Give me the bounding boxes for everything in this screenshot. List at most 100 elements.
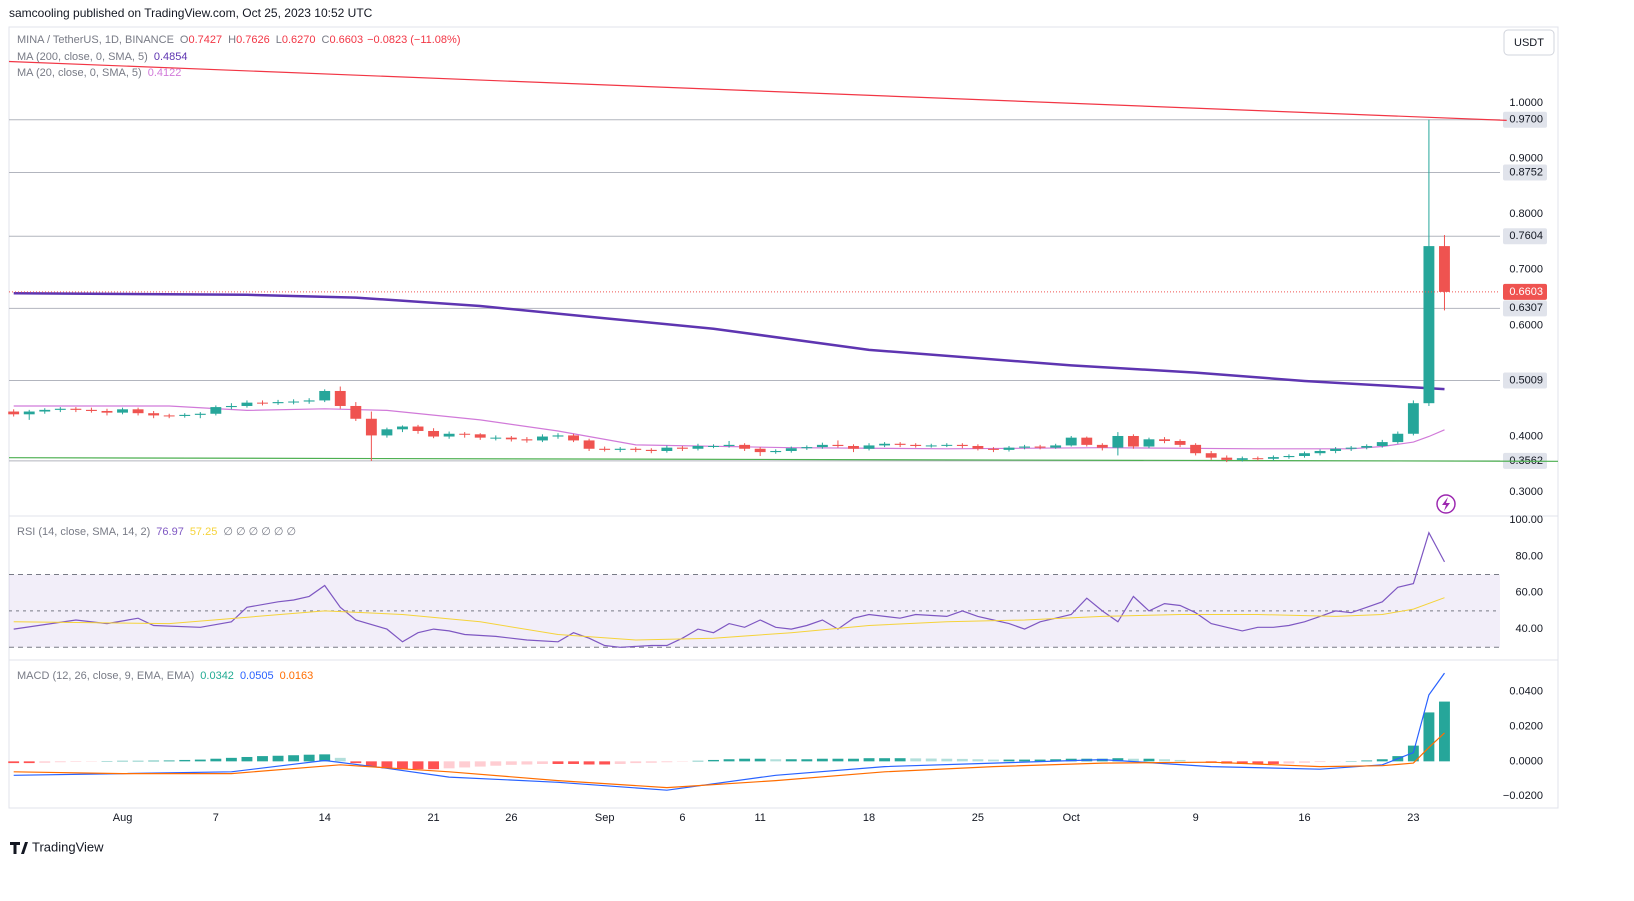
candle-body xyxy=(490,437,502,439)
x-tick-label: 16 xyxy=(1298,812,1310,824)
ma-legend: MA (200, close, 0, SMA, 5) 0.4854 xyxy=(17,51,188,63)
x-tick-label: 18 xyxy=(863,812,875,824)
ohlc-value: 0.7626 xyxy=(236,34,270,46)
macd-value: 0.0505 xyxy=(240,670,274,682)
histogram-bar xyxy=(39,761,51,763)
histogram-bar xyxy=(474,761,486,767)
histogram-bar xyxy=(1174,759,1186,762)
candle-body xyxy=(739,444,751,449)
candle-body xyxy=(1159,439,1170,441)
ohlc-label: O xyxy=(180,34,189,46)
candle-body xyxy=(1034,446,1046,448)
histogram-bar xyxy=(365,761,377,767)
histogram-bar xyxy=(1127,758,1139,762)
ohlc-value: 0.6603 xyxy=(329,34,363,46)
candle-body xyxy=(70,408,82,410)
ma-legend: MA (20, close, 0, SMA, 5) 0.4122 xyxy=(17,67,181,79)
candle-body xyxy=(645,449,657,451)
candle-body xyxy=(630,448,642,450)
candle-body xyxy=(521,439,533,441)
ma-value: 0.4122 xyxy=(148,67,182,79)
histogram-bar xyxy=(583,761,595,765)
candle-body xyxy=(148,413,160,416)
histogram-bar xyxy=(23,761,35,764)
currency-label[interactable]: USDT xyxy=(1514,37,1544,49)
x-tick-label: 14 xyxy=(319,812,331,824)
candle-body xyxy=(1112,435,1124,448)
histogram-bar xyxy=(770,759,782,762)
candle-body xyxy=(1361,445,1373,448)
candle-body xyxy=(568,435,579,441)
candle-body xyxy=(319,390,331,401)
histogram-bar xyxy=(319,754,331,762)
ohlc-value: 0.7427 xyxy=(188,34,222,46)
histogram-bar xyxy=(163,760,175,762)
alert-icon[interactable] xyxy=(1436,494,1456,514)
candle-body xyxy=(365,418,377,436)
rsi-value: 76.97 xyxy=(156,526,184,538)
level-label-box xyxy=(1503,372,1547,389)
histogram-bar xyxy=(614,761,626,764)
candle-body xyxy=(676,447,688,449)
candle-body xyxy=(132,409,144,414)
histogram-bar xyxy=(1283,761,1295,764)
candle-body xyxy=(723,444,735,446)
button-frame[interactable] xyxy=(1503,29,1555,56)
x-tick-label: 25 xyxy=(972,812,984,824)
candle-body xyxy=(225,405,237,408)
histogram-bar xyxy=(1376,759,1388,762)
ma-name: MA (200, close, 0, SMA, 5) xyxy=(17,51,148,63)
series-line xyxy=(8,60,1507,121)
histogram-bar xyxy=(505,761,517,765)
candle-body xyxy=(614,448,626,450)
histogram-bar xyxy=(692,760,704,762)
candle-body xyxy=(785,448,797,451)
candle-body xyxy=(801,447,813,449)
candle-body xyxy=(257,402,268,404)
histogram-bar xyxy=(536,761,548,764)
histogram-bar xyxy=(1159,759,1170,762)
macd-legend: MACD (12, 26, close, 9, EMA, EMA) 0.0342 0… xyxy=(17,670,313,682)
candle-body xyxy=(1252,458,1264,460)
candle-body xyxy=(1392,433,1404,443)
candle-body xyxy=(1081,437,1093,445)
byline: samcooling published on TradingView.com,… xyxy=(9,6,373,20)
histogram-bar xyxy=(350,761,362,764)
candle-body xyxy=(770,450,782,453)
candle-body xyxy=(179,414,191,416)
x-tick-label: 23 xyxy=(1407,812,1419,824)
currency-button[interactable]: USDT xyxy=(1503,29,1555,56)
histogram-bar xyxy=(910,758,922,762)
candle-body xyxy=(1019,446,1031,448)
candle-body xyxy=(505,437,517,440)
histogram-bar xyxy=(381,761,393,769)
y-tick-label: 0.4000 xyxy=(1509,430,1543,442)
brand-logo xyxy=(10,842,28,854)
histogram-bar xyxy=(956,758,968,762)
rsi-title: RSI (14, close, SMA, 14, 2) xyxy=(17,526,150,538)
histogram-bar xyxy=(1407,745,1419,762)
candle-body xyxy=(1236,458,1248,460)
y-tick-label: 0.0200 xyxy=(1509,720,1543,732)
histogram-bar xyxy=(1314,761,1326,763)
x-tick-label: 26 xyxy=(505,812,517,824)
level-label: 0.5009 xyxy=(1509,374,1543,386)
series-line xyxy=(13,732,1445,789)
histogram-bar xyxy=(832,758,844,762)
macd-value: 0.0163 xyxy=(280,670,314,682)
y-tick-label: −0.0200 xyxy=(1503,790,1543,802)
candle-body xyxy=(1330,448,1342,451)
candle-body xyxy=(1345,447,1357,449)
histogram-bar xyxy=(179,759,191,762)
histogram-bar xyxy=(443,761,455,769)
candle-body xyxy=(708,445,719,447)
histogram-bar xyxy=(132,760,144,762)
histogram-bar xyxy=(801,759,813,762)
candle-body xyxy=(910,444,922,446)
histogram-bar xyxy=(397,761,408,770)
candle-body xyxy=(583,440,595,449)
candle-body xyxy=(1143,439,1155,447)
icon-bolt[interactable] xyxy=(1442,497,1450,511)
candle-body xyxy=(8,411,20,415)
histogram-bar xyxy=(490,761,502,766)
